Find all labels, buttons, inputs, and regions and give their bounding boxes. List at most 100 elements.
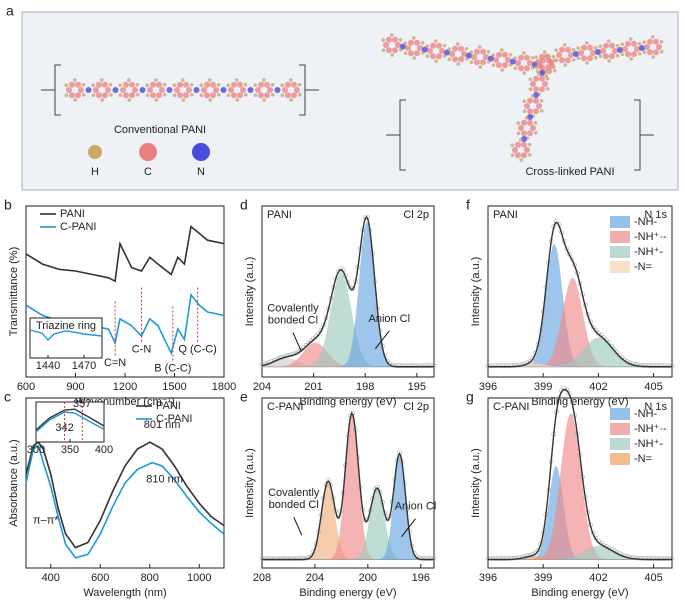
atom-h — [381, 48, 386, 53]
atom-c — [480, 48, 486, 55]
atom-c — [285, 81, 291, 88]
atom-c — [521, 130, 527, 137]
atom-h — [226, 93, 231, 98]
atom-h — [516, 121, 521, 126]
panel-title: PANI — [493, 209, 518, 221]
atom-h — [456, 62, 461, 66]
atom-c — [527, 130, 533, 137]
atom-c — [258, 81, 264, 88]
atom-c — [600, 48, 606, 54]
raw-point — [501, 363, 507, 369]
envelope — [488, 388, 672, 561]
raw-point — [488, 363, 493, 369]
raw-point — [638, 555, 643, 561]
atom-h — [576, 56, 581, 61]
atom-c — [521, 141, 527, 148]
raw-point — [643, 556, 649, 561]
atom-h — [72, 78, 77, 82]
atom-h — [510, 153, 515, 158]
atom-h — [542, 50, 547, 54]
atom-c — [559, 57, 565, 64]
atom-c — [524, 147, 530, 153]
raw-point — [407, 363, 412, 369]
atom-h — [469, 50, 474, 55]
atom-h — [524, 116, 529, 120]
atom-h — [513, 66, 518, 71]
plot-frame — [487, 205, 673, 378]
series-line — [25, 441, 225, 549]
atom-h — [411, 36, 416, 40]
envelope — [488, 221, 672, 368]
atom-h — [527, 142, 532, 147]
atom-n — [444, 49, 450, 56]
atom-c — [129, 92, 135, 99]
inset-line — [29, 329, 103, 342]
annotation: π–π* — [33, 514, 59, 526]
atom-h — [420, 40, 425, 45]
raw-point — [399, 363, 405, 369]
atom-h — [208, 98, 213, 102]
atom-h — [491, 63, 496, 68]
panel-label: d — [240, 197, 248, 213]
fitted-peak — [488, 545, 672, 560]
core-level: Cl 2p — [403, 401, 429, 413]
atom-h — [571, 57, 576, 62]
atom-c — [69, 92, 75, 99]
inset-annotation: 357 — [73, 398, 91, 410]
atom-h — [545, 76, 550, 81]
raw-point — [638, 362, 643, 368]
legend-swatch — [610, 423, 630, 435]
inset-tick-label: 350 — [61, 444, 79, 456]
atom-c — [653, 49, 659, 56]
raw-point — [509, 556, 514, 561]
arrow — [401, 518, 416, 538]
atom-h — [398, 37, 403, 42]
atom-c — [518, 54, 524, 61]
envelope — [261, 215, 434, 368]
atom-c — [386, 36, 392, 43]
raw-point — [429, 556, 434, 561]
x-tick-label: 198 — [356, 381, 374, 393]
atom-c — [452, 56, 458, 63]
x-tick-label: 200 — [359, 572, 377, 584]
atom-h — [433, 39, 438, 43]
atom-c — [129, 81, 135, 88]
atom-c — [237, 81, 243, 88]
raw-point — [653, 363, 659, 369]
raw-point — [506, 556, 512, 561]
fitted-peak — [262, 342, 434, 367]
atom-c — [255, 87, 261, 93]
atom-h — [253, 83, 258, 88]
atom-h — [530, 94, 535, 98]
atom-c — [264, 92, 270, 99]
raw-point — [656, 363, 662, 369]
atom-c — [69, 81, 75, 88]
atom-h — [207, 78, 212, 82]
inset-line — [35, 411, 105, 433]
atom-h — [552, 68, 557, 73]
atom-h — [477, 45, 482, 49]
atom-c — [527, 97, 533, 104]
atom-n — [85, 87, 92, 93]
atom-c — [436, 53, 442, 60]
atom-c — [123, 92, 129, 99]
atom-c — [539, 75, 545, 82]
legend-label: -NH⁺·- — [634, 231, 667, 243]
raw-point — [421, 363, 427, 369]
legend-label: PANI — [60, 208, 85, 220]
x-tick-label: 201 — [304, 381, 322, 393]
raw-point — [664, 556, 670, 561]
legend-label: -NH- — [634, 408, 658, 420]
atom-c — [565, 46, 571, 53]
raw-point — [501, 556, 507, 561]
atom-h — [629, 57, 634, 61]
annotation: Covalently — [268, 487, 320, 499]
atom-h — [508, 52, 513, 57]
atom-c — [542, 81, 548, 87]
raw-point — [409, 363, 415, 369]
atom-h — [637, 41, 642, 46]
atom-c — [568, 52, 574, 58]
raw-point — [271, 556, 277, 561]
atom-c — [231, 81, 237, 88]
atom-c — [430, 42, 436, 49]
